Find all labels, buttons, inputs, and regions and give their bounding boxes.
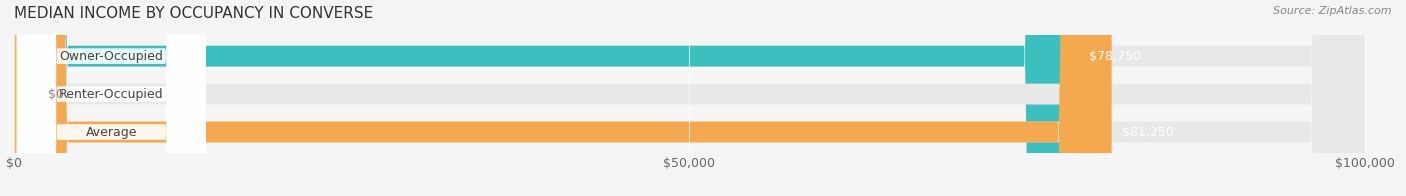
FancyBboxPatch shape: [17, 0, 205, 196]
Text: Average: Average: [86, 125, 136, 139]
Text: Renter-Occupied: Renter-Occupied: [59, 88, 163, 101]
FancyBboxPatch shape: [14, 0, 1365, 196]
Text: Owner-Occupied: Owner-Occupied: [59, 50, 163, 63]
FancyBboxPatch shape: [14, 0, 1365, 196]
Text: MEDIAN INCOME BY OCCUPANCY IN CONVERSE: MEDIAN INCOME BY OCCUPANCY IN CONVERSE: [14, 6, 374, 21]
FancyBboxPatch shape: [14, 0, 1365, 196]
FancyBboxPatch shape: [14, 0, 1078, 196]
Text: Source: ZipAtlas.com: Source: ZipAtlas.com: [1274, 6, 1392, 16]
Text: $0: $0: [48, 88, 63, 101]
FancyBboxPatch shape: [14, 0, 1112, 196]
FancyBboxPatch shape: [17, 0, 205, 196]
Text: $81,250: $81,250: [1122, 125, 1174, 139]
FancyBboxPatch shape: [17, 0, 205, 196]
Text: $78,750: $78,750: [1088, 50, 1140, 63]
